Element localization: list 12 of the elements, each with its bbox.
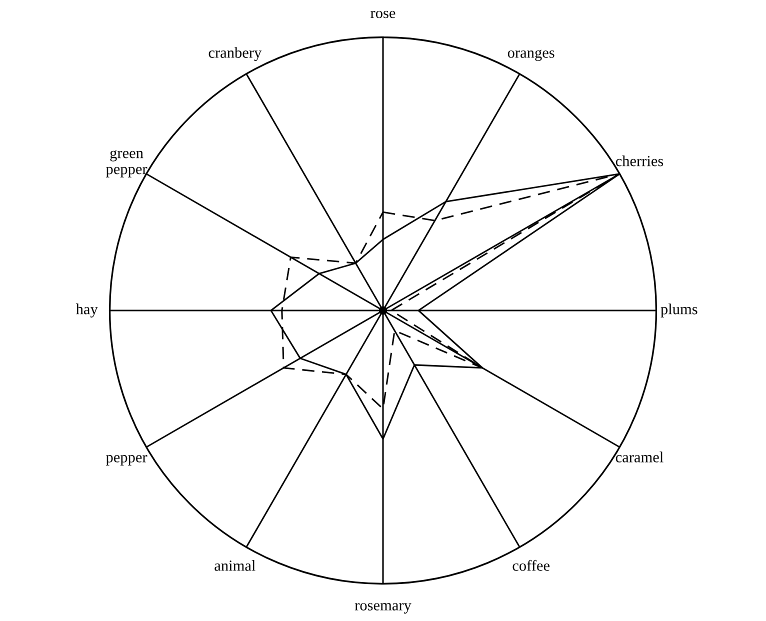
spoke-label: animal [214, 560, 256, 571]
spoke-label: plums [660, 304, 698, 318]
spoke-label: cherries [616, 155, 664, 166]
spoke-label: rose [370, 10, 396, 18]
spoke-label: oranges [508, 50, 554, 61]
spoke-label: cranbery [208, 47, 262, 61]
spoke-label: coffee [512, 560, 550, 571]
spoke-label: rosemary [354, 603, 412, 614]
spoke-label: hay [76, 304, 98, 318]
spoke-label: pepper [106, 455, 148, 466]
spoke-label: caramel [616, 452, 664, 462]
spoke-label: green pepper [106, 150, 148, 178]
